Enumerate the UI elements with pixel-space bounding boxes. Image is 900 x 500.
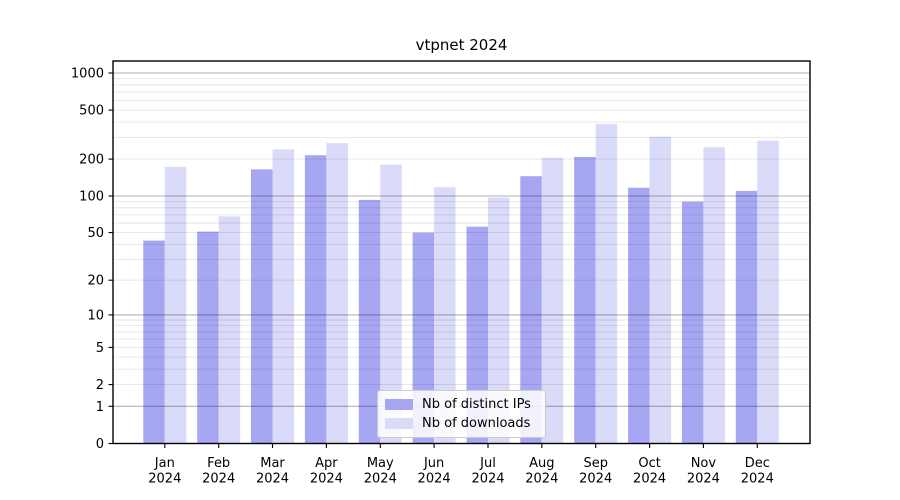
bar-feb-distinct-ips [197,231,219,444]
legend-item-downloads: Nb of downloads [385,415,537,433]
x-tick-label-mar: Mar 2024 [256,456,289,487]
legend-swatch-downloads [385,418,413,429]
x-tick-label-jan: Jan 2024 [148,456,181,487]
y-tick-label: 2 [96,378,104,393]
bar-jan-downloads [164,166,187,444]
bar-nov-distinct-ips [681,201,704,444]
bar-may-distinct-ips [358,199,381,444]
x-tick-label-nov: Nov 2024 [687,456,720,487]
legend: Nb of distinct IPs Nb of downloads [377,390,546,438]
bar-oct-distinct-ips [628,187,650,444]
bar-dec-distinct-ips [735,190,758,444]
chart-title: vtpnet 2024 [415,36,508,54]
bar-may-downloads [380,164,402,444]
bar-sep-distinct-ips [574,157,596,444]
y-tick-label: 5 [96,341,104,356]
x-tick-label-sep: Sep 2024 [579,456,612,487]
y-tick-label: 0 [96,437,104,452]
bar-apr-downloads [326,143,348,444]
bar-nov-downloads [703,147,725,444]
bar-jan-distinct-ips [143,240,165,444]
x-tick-label-oct: Oct 2024 [633,456,666,487]
legend-item-distinct-ips: Nb of distinct IPs [385,396,537,414]
y-tick-label: 200 [79,153,104,168]
bar-feb-downloads [218,216,241,444]
bar-oct-downloads [649,136,672,444]
x-tick-label-jul: Jul 2024 [471,456,504,487]
bar-dec-downloads [757,140,779,444]
x-tick-label-jun: Jun 2024 [418,456,451,487]
bar-jul-distinct-ips [466,226,488,444]
bar-apr-distinct-ips [304,155,327,444]
x-tick-label-apr: Apr 2024 [310,456,343,487]
x-tick-label-feb: Feb 2024 [202,456,235,487]
y-tick-label: 20 [87,274,104,289]
y-tick-label: 10 [87,308,104,323]
y-tick-label: 100 [79,190,104,205]
bar-jul-downloads [488,197,510,444]
legend-label-distinct-ips: Nb of distinct IPs [422,396,531,412]
y-tick-label: 1000 [71,67,104,82]
legend-label-downloads: Nb of downloads [422,415,531,431]
x-tick-label-may: May 2024 [364,456,397,487]
bar-aug-downloads [541,157,564,444]
y-tick-label: 1 [96,400,104,415]
y-tick-label: 500 [79,104,104,119]
bar-sep-downloads [595,124,618,444]
x-tick-label-dec: Dec 2024 [741,456,774,487]
bar-mar-distinct-ips [251,169,273,444]
bar-aug-distinct-ips [520,176,542,444]
y-tick-label: 50 [87,226,104,241]
axes-spines [112,60,811,445]
bar-mar-downloads [272,149,294,444]
legend-swatch-distinct-ips [385,399,413,410]
x-tick-label-aug: Aug 2024 [525,456,558,487]
bar-jun-downloads [434,187,456,444]
